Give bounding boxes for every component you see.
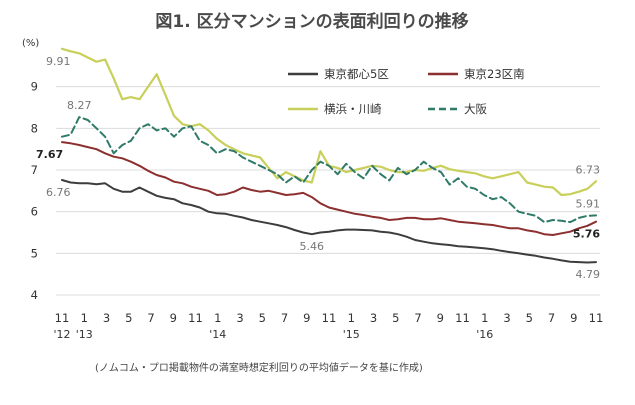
x-year-label: '14	[209, 328, 226, 341]
legend-label: 東京23区南	[464, 67, 525, 81]
x-tick-label: 3	[503, 311, 510, 325]
x-tick-label: 11	[455, 311, 470, 325]
x-tick-label: 3	[103, 311, 110, 325]
data-label: 5.76	[573, 228, 600, 241]
series-lines	[60, 47, 598, 264]
data-label: 5.91	[576, 197, 601, 210]
chart-title: 図1. 区分マンションの表面利回りの推移	[155, 11, 468, 32]
data-labels: 9.91 8.27 7.67 6.76 5.46 6.73 5.91 5.76 4.79	[36, 55, 600, 281]
legend-label: 横浜・川崎	[324, 102, 382, 116]
x-tick-label: 7	[414, 311, 421, 325]
x-axis-ticks: 11 1 3 5 7 9 11 1 3 5 7 9 11 1 3 5 7 9 11 1 3 5 7 9 11	[55, 311, 604, 325]
x-axis-year-labels: '12 '13 '14 '15 '16	[53, 328, 493, 341]
y-axis-unit: (%)	[22, 38, 39, 49]
x-tick-label: 1	[481, 311, 488, 325]
x-tick-label: 3	[236, 311, 243, 325]
source-note: (ノムコム・プロ掲載物件の満室時想定利回りの平均値データを基に作成)	[95, 361, 423, 374]
data-label: 4.79	[576, 268, 601, 281]
legend-label: 大阪	[464, 102, 487, 116]
x-tick-label: 1	[348, 311, 355, 325]
x-year-label: '15	[343, 328, 360, 341]
data-label: 8.27	[67, 99, 92, 112]
x-tick-label: 1	[214, 311, 221, 325]
x-tick-label: 7	[281, 311, 288, 325]
x-tick-label: 9	[170, 311, 177, 325]
x-year-label: '16	[476, 328, 493, 341]
series-line-4	[61, 116, 597, 224]
y-tick-label: 9	[31, 80, 38, 94]
y-tick-label: 5	[31, 246, 38, 260]
data-label: 6.73	[576, 163, 601, 176]
x-tick-label: 9	[303, 311, 310, 325]
y-tick-label: 4	[31, 288, 38, 302]
x-tick-label: 5	[259, 311, 266, 325]
x-tick-label: 9	[570, 311, 577, 325]
data-label: 7.67	[36, 148, 63, 161]
x-tick-label: 7	[548, 311, 555, 325]
legend-label: 東京都心5区	[324, 67, 389, 81]
y-axis-ticks: 4 5 6 7 8 9	[31, 80, 38, 302]
x-year-label: '12	[53, 328, 70, 341]
x-tick-label: 5	[125, 311, 132, 325]
series-line-1	[61, 179, 597, 264]
x-tick-label: 11	[55, 311, 70, 325]
x-tick-label: 5	[526, 311, 533, 325]
data-label: 5.46	[300, 240, 325, 253]
grid	[56, 86, 600, 296]
x-year-label: '13	[76, 328, 93, 341]
x-tick-label: 11	[589, 311, 604, 325]
x-tick-label: 7	[147, 311, 154, 325]
y-tick-label: 7	[31, 163, 38, 177]
x-tick-label: 5	[392, 311, 399, 325]
x-tick-label: 11	[322, 311, 337, 325]
y-tick-label: 6	[31, 205, 38, 219]
data-label: 6.76	[46, 186, 71, 199]
data-label: 9.91	[46, 55, 71, 68]
series-line-2	[61, 141, 597, 236]
x-tick-label: 1	[81, 311, 88, 325]
x-tick-label: 3	[370, 311, 377, 325]
y-tick-label: 8	[31, 121, 38, 135]
x-tick-label: 11	[188, 311, 203, 325]
x-tick-label: 9	[437, 311, 444, 325]
